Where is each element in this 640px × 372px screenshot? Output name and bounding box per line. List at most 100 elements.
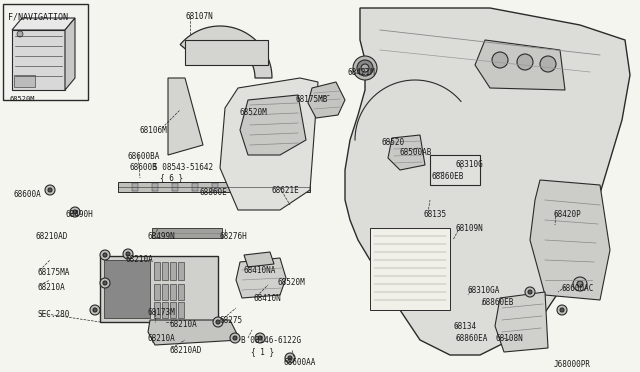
- Polygon shape: [148, 320, 240, 345]
- Circle shape: [577, 281, 583, 287]
- Text: 68520M: 68520M: [278, 278, 306, 287]
- Text: B 08146-6122G: B 08146-6122G: [241, 336, 301, 345]
- Polygon shape: [118, 182, 310, 192]
- Circle shape: [73, 210, 77, 214]
- Polygon shape: [272, 183, 278, 191]
- Polygon shape: [100, 256, 218, 322]
- Polygon shape: [65, 18, 75, 90]
- Polygon shape: [252, 183, 258, 191]
- Circle shape: [573, 277, 587, 291]
- Circle shape: [93, 308, 97, 312]
- Circle shape: [100, 250, 110, 260]
- Polygon shape: [3, 4, 88, 100]
- Polygon shape: [192, 183, 198, 191]
- Circle shape: [492, 52, 508, 68]
- Circle shape: [357, 60, 373, 76]
- Polygon shape: [154, 302, 160, 318]
- Text: 68275: 68275: [220, 316, 243, 325]
- Circle shape: [103, 253, 107, 257]
- Circle shape: [557, 305, 567, 315]
- Text: { 1 }: { 1 }: [251, 347, 274, 356]
- Text: 68520: 68520: [381, 138, 404, 147]
- Polygon shape: [170, 302, 176, 318]
- Text: 68175MB: 68175MB: [296, 95, 328, 104]
- Circle shape: [353, 56, 377, 80]
- Polygon shape: [152, 183, 158, 191]
- Text: { 6 }: { 6 }: [160, 173, 183, 182]
- Polygon shape: [236, 258, 286, 298]
- Circle shape: [517, 54, 533, 70]
- Polygon shape: [162, 284, 168, 300]
- Circle shape: [103, 281, 107, 285]
- Text: 68600B: 68600B: [130, 163, 157, 172]
- Polygon shape: [12, 18, 75, 30]
- Polygon shape: [220, 78, 318, 210]
- Polygon shape: [178, 284, 184, 300]
- Circle shape: [17, 31, 23, 37]
- Text: 68134: 68134: [453, 322, 476, 331]
- Polygon shape: [495, 292, 548, 352]
- Text: 68499N: 68499N: [148, 232, 176, 241]
- Polygon shape: [178, 302, 184, 318]
- Circle shape: [70, 207, 80, 217]
- Text: 68860EB: 68860EB: [482, 298, 515, 307]
- Polygon shape: [240, 95, 306, 155]
- Polygon shape: [180, 26, 272, 78]
- Circle shape: [213, 317, 223, 327]
- Text: S 08543-51642: S 08543-51642: [153, 163, 213, 172]
- Polygon shape: [388, 135, 425, 170]
- Text: 68210AD: 68210AD: [35, 232, 67, 241]
- Text: 68310G: 68310G: [456, 160, 484, 169]
- Circle shape: [285, 353, 295, 363]
- Polygon shape: [530, 180, 610, 300]
- Text: 68109N: 68109N: [456, 224, 484, 233]
- Text: 68860EB: 68860EB: [432, 172, 465, 181]
- Text: 68490H: 68490H: [65, 210, 93, 219]
- Text: 68600A: 68600A: [14, 190, 42, 199]
- Circle shape: [126, 252, 130, 256]
- Polygon shape: [370, 228, 450, 310]
- Polygon shape: [430, 155, 480, 185]
- Circle shape: [258, 336, 262, 340]
- Text: 68210A: 68210A: [126, 255, 154, 264]
- Text: 68520M: 68520M: [10, 96, 35, 102]
- Text: 68210AD: 68210AD: [170, 346, 202, 355]
- Text: 68210A: 68210A: [170, 320, 198, 329]
- Text: 68210A: 68210A: [148, 334, 176, 343]
- Circle shape: [216, 320, 220, 324]
- Circle shape: [255, 333, 265, 343]
- Circle shape: [123, 249, 133, 259]
- Polygon shape: [475, 40, 565, 90]
- Polygon shape: [308, 82, 345, 118]
- Circle shape: [361, 64, 369, 72]
- Polygon shape: [244, 252, 274, 267]
- Text: 68106M: 68106M: [140, 126, 168, 135]
- Circle shape: [525, 287, 535, 297]
- Circle shape: [230, 333, 240, 343]
- Polygon shape: [212, 183, 218, 191]
- Polygon shape: [154, 284, 160, 300]
- Text: 68621E: 68621E: [272, 186, 300, 195]
- Circle shape: [45, 185, 55, 195]
- Polygon shape: [14, 75, 35, 87]
- Text: 68410NA: 68410NA: [243, 266, 275, 275]
- Polygon shape: [178, 262, 184, 280]
- Text: 68600AC: 68600AC: [562, 284, 595, 293]
- Circle shape: [90, 305, 100, 315]
- Text: J68000PR: J68000PR: [554, 360, 591, 369]
- Circle shape: [233, 336, 237, 340]
- Text: 68210A: 68210A: [38, 283, 66, 292]
- Text: 68860EA: 68860EA: [455, 334, 488, 343]
- Text: 68276H: 68276H: [220, 232, 248, 241]
- Circle shape: [100, 278, 110, 288]
- Polygon shape: [172, 183, 178, 191]
- Text: 68410N: 68410N: [254, 294, 282, 303]
- Polygon shape: [345, 8, 630, 355]
- Circle shape: [288, 356, 292, 360]
- Text: 68520M: 68520M: [240, 108, 268, 117]
- Polygon shape: [12, 30, 65, 90]
- Circle shape: [48, 188, 52, 192]
- Circle shape: [560, 308, 564, 312]
- Polygon shape: [232, 183, 238, 191]
- Polygon shape: [170, 284, 176, 300]
